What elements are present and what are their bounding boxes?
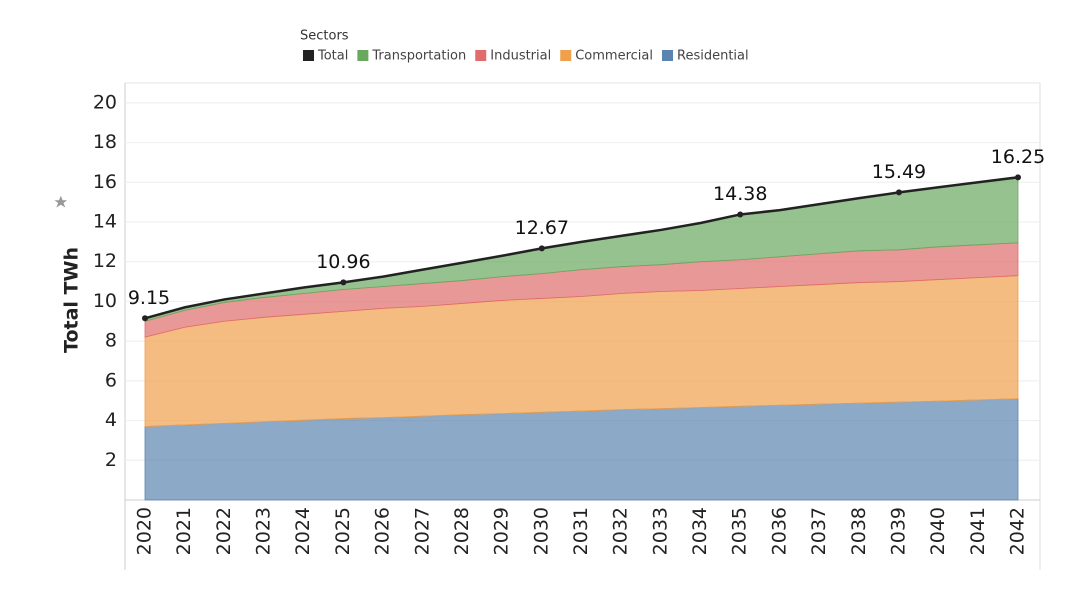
y-tick-label: 16 xyxy=(93,171,117,193)
legend-title: Sectors xyxy=(300,29,349,44)
x-tick-label: 2033 xyxy=(649,507,671,555)
x-tick-label: 2031 xyxy=(570,507,592,555)
value-label: 15.49 xyxy=(872,161,926,183)
y-tick-label: 12 xyxy=(93,250,117,272)
total-line xyxy=(144,176,1019,320)
value-label: 10.96 xyxy=(316,251,370,273)
x-tick-label: 2022 xyxy=(213,507,235,555)
y-tick-label: 4 xyxy=(105,409,117,431)
legend-label: Commercial xyxy=(575,49,653,64)
legend-label: Residential xyxy=(677,49,749,64)
x-tick-label: 2042 xyxy=(1007,507,1029,555)
x-tick-label: 2023 xyxy=(253,507,275,555)
x-tick-label: 2041 xyxy=(967,507,989,555)
x-tick-label: 2028 xyxy=(451,507,473,555)
x-tick-label: 2025 xyxy=(332,507,354,555)
legend-swatch xyxy=(357,50,369,61)
x-tick-label: 2021 xyxy=(173,507,195,555)
value-label: 14.38 xyxy=(713,183,767,205)
x-tick-label: 2035 xyxy=(729,507,751,555)
x-tick-label: 2032 xyxy=(610,507,632,555)
legend-swatch xyxy=(662,50,673,61)
x-tick-label: 2034 xyxy=(689,507,711,555)
x-tick-label: 2037 xyxy=(808,507,830,555)
value-label: 9.15 xyxy=(128,287,170,309)
x-tick-label: 2030 xyxy=(530,507,552,555)
value-label: 16.25 xyxy=(991,146,1045,168)
x-tick-label: 2026 xyxy=(372,507,394,555)
point xyxy=(340,279,347,286)
point xyxy=(895,189,902,196)
legend-swatch xyxy=(303,50,314,61)
y-tick-label: 20 xyxy=(93,91,117,113)
x-tick-label: 2020 xyxy=(134,507,156,555)
point xyxy=(1015,174,1021,181)
legend-label: Total xyxy=(317,49,348,64)
sort-icon xyxy=(54,195,68,208)
y-tick-label: 6 xyxy=(105,369,117,391)
point xyxy=(142,315,148,322)
y-tick-label: 8 xyxy=(105,330,117,352)
legend-swatch xyxy=(560,50,572,61)
legend-swatch xyxy=(475,50,487,61)
x-tick-label: 2039 xyxy=(887,507,909,555)
x-tick-label: 2029 xyxy=(491,507,513,555)
point xyxy=(538,245,545,252)
value-label: 12.67 xyxy=(515,217,569,239)
x-tick-label: 2024 xyxy=(292,507,314,555)
x-tick-label: 2027 xyxy=(411,507,433,555)
x-tick-label: 2036 xyxy=(768,507,790,555)
point xyxy=(737,211,744,218)
y-tick-label: 10 xyxy=(93,290,117,312)
legend-label: Transportation xyxy=(371,49,466,64)
y-tick-label: 14 xyxy=(93,211,117,233)
x-tick-label: 2038 xyxy=(848,507,870,555)
y-tick-label: 2 xyxy=(105,449,117,471)
y-axis-label: Total TWh xyxy=(61,247,83,353)
x-tick-label: 2040 xyxy=(927,507,949,555)
legend-label: Industrial xyxy=(490,49,551,64)
y-tick-label: 18 xyxy=(93,131,117,153)
